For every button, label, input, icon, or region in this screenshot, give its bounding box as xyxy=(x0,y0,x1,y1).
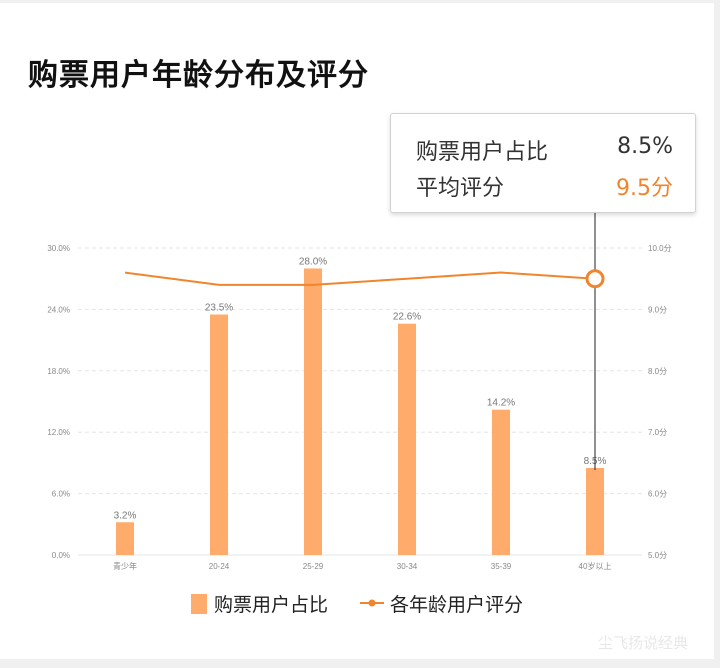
bar[interactable] xyxy=(398,323,416,555)
left-tick-label: 0.0% xyxy=(52,551,70,560)
left-tick-label: 12.0% xyxy=(47,428,70,437)
bar-data-labels: 3.2%23.5%28.0%22.6%14.2%8.5% xyxy=(114,256,607,521)
right-tick-label: 5.0分 xyxy=(648,551,667,560)
right-tick-label: 7.0分 xyxy=(648,428,667,437)
left-axis: 0.0% 6.0% 12.0% 18.0% 24.0% 30.0% xyxy=(47,244,70,560)
bar-data-label: 28.0% xyxy=(299,256,327,267)
chart-title: 购票用户年龄分布及评分 xyxy=(28,58,369,93)
legend-line-marker xyxy=(368,599,376,607)
bar[interactable] xyxy=(116,522,134,555)
tooltip-rating-value: 9.5分 xyxy=(616,176,673,201)
left-tick-label: 30.0% xyxy=(47,244,70,253)
right-tick-label: 9.0分 xyxy=(648,305,667,314)
legend-bar-swatch xyxy=(191,594,207,614)
line-series xyxy=(124,271,596,286)
tooltip-share-label: 购票用户占比 xyxy=(416,140,549,165)
left-tick-label: 6.0% xyxy=(52,490,70,499)
right-axis: 5.0分 6.0分 7.0分 8.0分 9.0分 10.0分 xyxy=(648,244,672,560)
right-tick-label: 8.0分 xyxy=(648,367,667,376)
highlighted-point[interactable] xyxy=(585,269,605,289)
tooltip-rating-label: 平均评分 xyxy=(416,176,505,201)
rating-line xyxy=(124,271,596,286)
x-tick-label: 30-34 xyxy=(397,562,418,571)
bar-data-label: 22.6% xyxy=(393,312,421,323)
bar-data-label: 3.2% xyxy=(114,510,137,521)
bar-series xyxy=(116,268,604,555)
tooltip-share-row: 购票用户占比 8.5% xyxy=(416,134,673,165)
legend-bar-label: 购票用户占比 xyxy=(214,594,328,616)
tooltip-rating-row: 平均评分 9.5分 xyxy=(416,170,673,201)
x-tick-label: 25-29 xyxy=(303,562,324,571)
legend: 购票用户占比 各年龄用户评分 xyxy=(191,594,523,616)
bar-data-label: 14.2% xyxy=(487,398,515,409)
bar[interactable] xyxy=(492,409,510,555)
bar[interactable] xyxy=(210,314,228,555)
tooltip: 购票用户占比 8.5% 平均评分 9.5分 xyxy=(390,113,696,213)
left-tick-label: 18.0% xyxy=(47,367,70,376)
bar[interactable] xyxy=(304,268,322,555)
right-tick-label: 10.0分 xyxy=(648,244,672,253)
watermark: 尘飞扬说经典 xyxy=(598,634,689,652)
x-tick-label: 40岁以上 xyxy=(579,561,612,571)
highlight-marker xyxy=(585,213,605,471)
right-tick-label: 6.0分 xyxy=(648,490,667,499)
x-axis: 青少年 20-24 25-29 30-34 35-39 40岁以上 xyxy=(113,561,611,571)
legend-line-label: 各年龄用户评分 xyxy=(390,594,523,616)
left-tick-label: 24.0% xyxy=(47,305,70,314)
bar[interactable] xyxy=(586,468,604,555)
x-tick-label: 20-24 xyxy=(209,562,230,571)
grid-lines xyxy=(78,247,642,556)
x-tick-label: 青少年 xyxy=(113,561,137,571)
x-tick-label: 35-39 xyxy=(491,562,512,571)
tooltip-share-value: 8.5% xyxy=(617,134,673,159)
bar-data-label: 23.5% xyxy=(205,303,233,314)
